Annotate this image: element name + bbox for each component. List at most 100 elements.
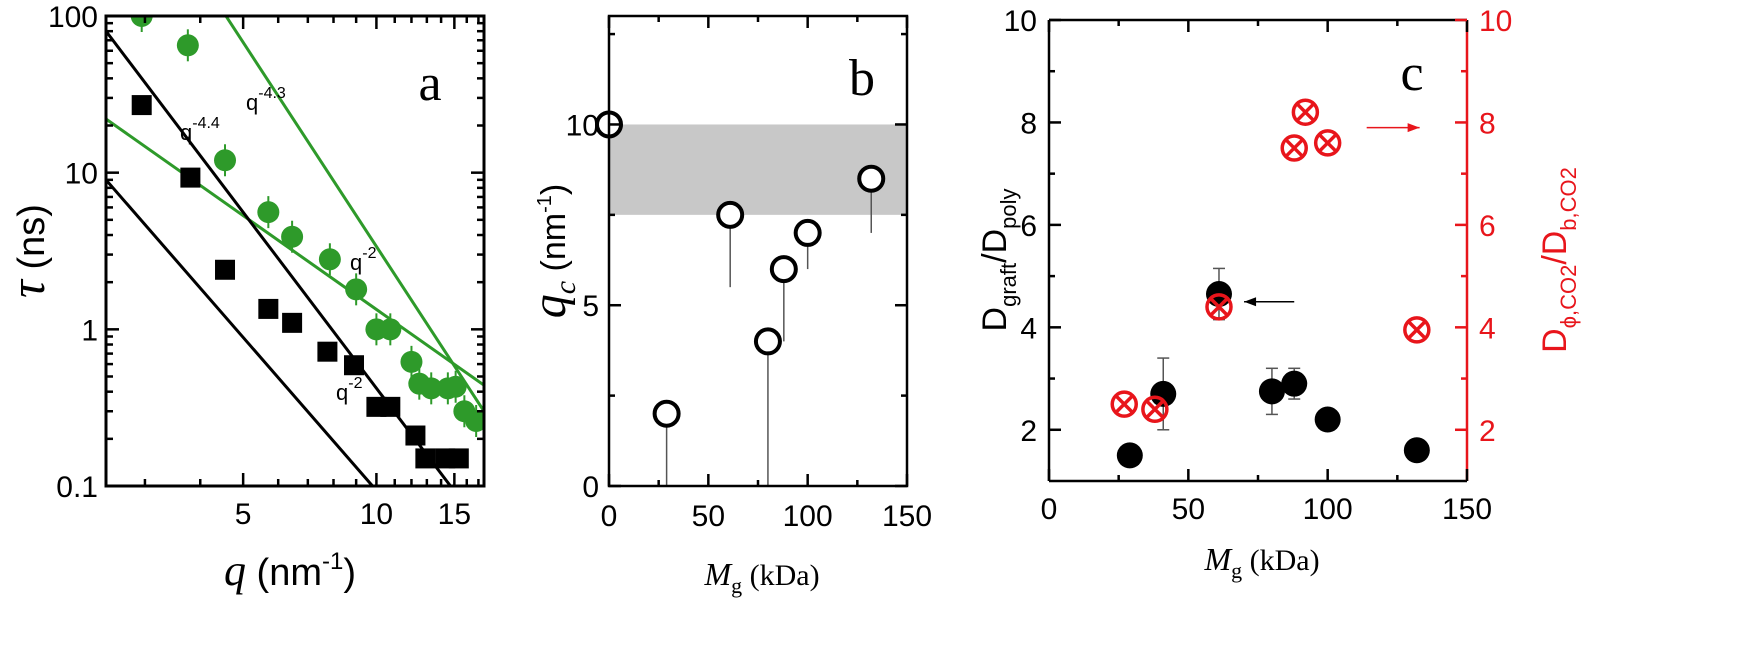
- marker-cross: [1145, 399, 1165, 420]
- y2-tick-label: 10: [1479, 5, 1512, 38]
- data-point-6: [793, 218, 822, 247]
- x-axis-label-a: q (nm-1): [224, 546, 356, 595]
- data-point-green-5: [281, 225, 304, 248]
- y2-axis-label-c: Dϕ,CO2/Db,CO2: [1536, 167, 1581, 353]
- data-point-black-5: [1281, 370, 1308, 397]
- data-point-green-10: [400, 350, 423, 373]
- data-point-black-10: [405, 425, 426, 446]
- panel-a: 5 10 15 0.1 1 10 100 a q-4.3 q-2 q-4.4 q-2 q (nm-1) τ…: [0, 1, 486, 595]
- data-point-red-6: [1313, 129, 1342, 157]
- y-tick-label: 8: [1020, 107, 1037, 140]
- data-point-black-6: [317, 341, 338, 362]
- data-point-red-5: [1291, 98, 1320, 126]
- fit-label-4: q-2: [336, 375, 363, 405]
- y-tick-label: 10: [566, 109, 599, 142]
- y-axis-label-c: Dgraft/Dpoly: [976, 189, 1021, 332]
- fit-label-2: q-2: [350, 245, 377, 275]
- data-point-green-9: [379, 318, 402, 341]
- marker-cross: [1114, 394, 1134, 414]
- axes-frame-a: [104, 14, 486, 488]
- x-tick-label: 15: [438, 498, 471, 531]
- y-tick-label: 4: [1020, 312, 1037, 345]
- panel-c: 0 50 100 150 2 4 6 8 10 2 4 6 8 10 c Mg (kDa) Dgraft/Dpo…: [976, 5, 1581, 583]
- data-point-black-9: [380, 396, 401, 417]
- x-tick-label: 100: [783, 500, 833, 533]
- marker-cross: [1317, 133, 1338, 153]
- x-tick-label: 10: [360, 498, 393, 531]
- fit-line-1: [224, 16, 484, 413]
- x-tick-label: 150: [882, 500, 932, 533]
- x-tick-label: 0: [601, 500, 618, 533]
- y-tick-label: 10: [65, 158, 98, 191]
- y-tick-label: 100: [48, 1, 98, 34]
- y-tick-label: 2: [1020, 415, 1037, 448]
- data-point-black-7: [344, 355, 365, 376]
- data-point-black-2: [180, 167, 201, 188]
- data-point-black-13: [448, 448, 469, 469]
- panel-b: 0 50 100 150 0 5 10 b Mg (kDa) qc (nm-1): [523, 14, 932, 598]
- y2-tick-label: 8: [1479, 107, 1496, 140]
- data-point-black-1: [1116, 442, 1143, 469]
- data-point-black-1: [131, 95, 152, 116]
- marker-cross: [1284, 138, 1304, 158]
- data-point-green-14: [444, 375, 467, 398]
- data-point-red-1: [1110, 390, 1138, 418]
- x-tick-label: 50: [1172, 493, 1205, 526]
- marker-ring: [1403, 316, 1431, 344]
- shaded-band: [609, 124, 907, 215]
- data-point-green-6: [318, 248, 341, 271]
- data-point-black-2: [1150, 380, 1177, 407]
- marker-cross: [1209, 297, 1229, 317]
- fit-label-1: q-4.3: [246, 85, 286, 115]
- y-tick-label: 6: [1020, 210, 1037, 243]
- marker-ring: [1205, 293, 1233, 321]
- data-point-black-4: [258, 298, 279, 319]
- data-point-2: [652, 399, 681, 428]
- fit-line-2: [106, 117, 484, 387]
- panel-label-c: c: [1400, 45, 1423, 102]
- data-point-red-3: [1205, 293, 1233, 321]
- data-point-green-2: [176, 34, 199, 57]
- marker-ring: [1280, 134, 1308, 162]
- data-point-7: [857, 164, 886, 193]
- data-point-red-7: [1403, 316, 1431, 344]
- x-axis-label-b: Mg (kDa): [703, 556, 819, 598]
- y-tick-label: 0: [582, 471, 599, 504]
- data-point-black-7: [1403, 437, 1430, 464]
- y2-tick-label: 6: [1479, 210, 1496, 243]
- data-point-black-3: [215, 259, 236, 280]
- fit-line-4: [106, 178, 374, 486]
- data-point-red-4: [1280, 134, 1308, 162]
- plot-area-a: [106, 16, 484, 486]
- y2-tick-label: 2: [1479, 415, 1496, 448]
- arrow-head-left: [1244, 297, 1257, 307]
- y-axis-label-a: τ (ns): [0, 204, 55, 298]
- x-axis-label-c: Mg (kDa): [1203, 541, 1319, 583]
- marker-ring: [1313, 129, 1342, 157]
- marker-ring: [1291, 98, 1320, 126]
- x-tick-label: 150: [1442, 493, 1492, 526]
- data-point-black-11: [415, 448, 436, 469]
- panel-label-a: a: [418, 55, 441, 112]
- y-tick-label: 10: [1004, 5, 1037, 38]
- panel-label-b: b: [849, 50, 875, 107]
- data-point-green-3: [214, 149, 237, 172]
- x-tick-label: 50: [692, 500, 725, 533]
- arrow-head-right: [1407, 123, 1420, 133]
- data-point-green-4: [257, 201, 280, 224]
- marker-cross: [1295, 102, 1316, 122]
- y-tick-label: 1: [81, 314, 98, 347]
- fit-label-3: q-4.4: [180, 115, 220, 145]
- data-point-4: [753, 327, 782, 356]
- data-point-5: [769, 255, 798, 284]
- data-point-black-5: [282, 312, 303, 333]
- data-point-black-4: [1258, 378, 1285, 405]
- data-point-green-7: [345, 278, 368, 301]
- data-point-red-2: [1141, 395, 1169, 424]
- marker-ring: [1141, 395, 1169, 424]
- x-tick-label: 5: [235, 498, 252, 531]
- marker-ring: [1110, 390, 1138, 418]
- data-point-green-1: [130, 16, 153, 27]
- y-axis-label-b: qc (nm-1): [523, 184, 582, 318]
